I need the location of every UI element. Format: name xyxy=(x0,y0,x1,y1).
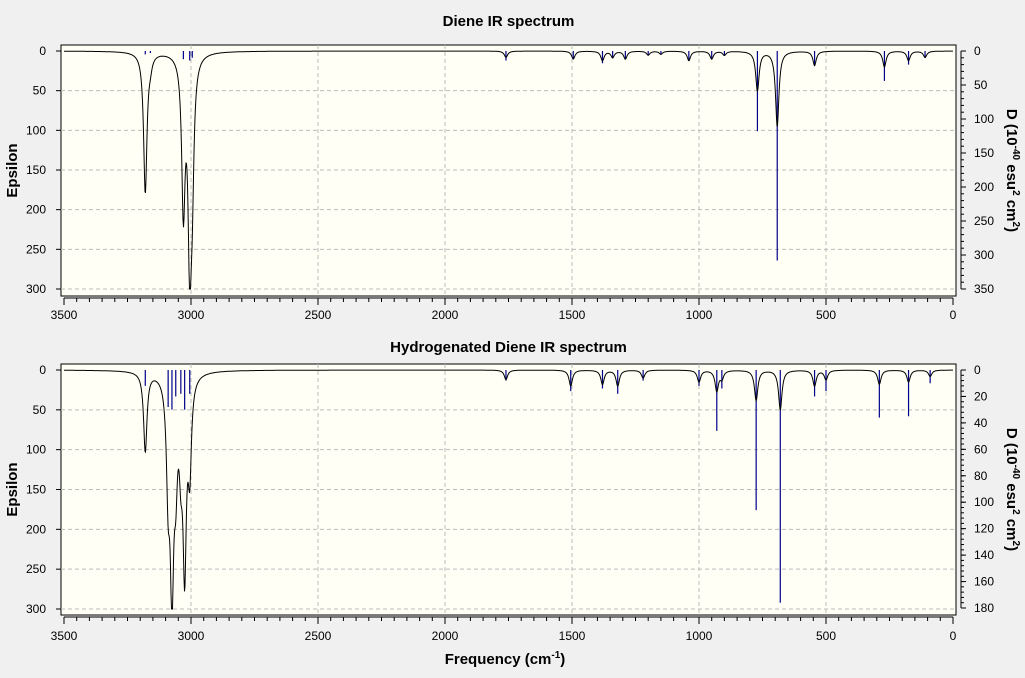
y2-tick-label: 180 xyxy=(974,601,994,615)
y2-tick-label: 160 xyxy=(974,575,994,589)
y2-tick-label: 300 xyxy=(974,248,994,262)
y-axis-label: Epsilon xyxy=(4,462,21,516)
x-tick-label: 500 xyxy=(816,308,836,322)
x-tick-label: 0 xyxy=(950,629,957,643)
x-tick-label: 3500 xyxy=(51,308,78,322)
y-tick-label: 0 xyxy=(39,44,46,58)
y2-tick-label: 100 xyxy=(974,495,994,509)
x-tick-label: 3500 xyxy=(51,629,78,643)
y-tick-label: 100 xyxy=(26,123,46,137)
y-tick-label: 0 xyxy=(39,363,46,377)
x-tick-label: 2500 xyxy=(305,629,332,643)
y-tick-label: 250 xyxy=(26,242,46,256)
y2-tick-label: 250 xyxy=(974,214,994,228)
y2-tick-label: 40 xyxy=(974,416,988,430)
y2-tick-label: 140 xyxy=(974,548,994,562)
y2-tick-label: 350 xyxy=(974,282,994,296)
x-tick-label: 3000 xyxy=(178,629,205,643)
x-tick-label: 1500 xyxy=(559,629,586,643)
y-tick-label: 150 xyxy=(26,163,46,177)
y-tick-label: 50 xyxy=(33,84,47,98)
x-tick-label: 2500 xyxy=(305,308,332,322)
y-tick-label: 50 xyxy=(33,403,47,417)
y2-tick-label: 60 xyxy=(974,442,988,456)
chart-panel-2: Hydrogenated Diene IR spectrum 0 50 100 150 2… xyxy=(4,339,1021,643)
x-tick-label: 1000 xyxy=(686,629,713,643)
y2-tick-label: 100 xyxy=(974,112,994,126)
spectrum-curve xyxy=(64,50,953,290)
x-tick-label: 1000 xyxy=(686,308,713,322)
x-axis-label: Frequency (cm-1) xyxy=(445,650,566,668)
y-tick-label: 150 xyxy=(26,483,46,497)
y-tick-label: 200 xyxy=(26,522,46,536)
y2-tick-label: 50 xyxy=(974,78,988,92)
y-tick-label: 200 xyxy=(26,203,46,217)
x-tick-label: 1500 xyxy=(559,308,586,322)
y2-tick-label: 150 xyxy=(974,146,994,160)
y2-axis-label: D (10-40 esu2 cm2) xyxy=(1003,428,1021,551)
y2-tick-label: 0 xyxy=(974,363,981,377)
chart-title: Hydrogenated Diene IR spectrum xyxy=(390,339,627,356)
chart-panel-1: Diene IR spectrum 0 50 100 150 200 250 300 Epsil… xyxy=(4,13,1021,322)
x-tick-label: 0 xyxy=(950,308,957,322)
y-tick-label: 300 xyxy=(26,602,46,616)
y2-tick-label: 0 xyxy=(974,44,981,58)
x-tick-label: 3000 xyxy=(178,308,205,322)
x-tick-label: 2000 xyxy=(432,629,459,643)
y-tick-label: 300 xyxy=(26,282,46,296)
chart-title: Diene IR spectrum xyxy=(443,13,575,30)
y2-tick-label: 200 xyxy=(974,180,994,194)
y2-axis-label: D (10-40 esu2 cm2) xyxy=(1003,109,1021,232)
spectrum-curve xyxy=(64,369,953,610)
y-axis-label: Epsilon xyxy=(4,143,21,197)
y2-tick-label: 20 xyxy=(974,389,988,403)
y-tick-label: 100 xyxy=(26,443,46,457)
y2-tick-label: 120 xyxy=(974,522,994,536)
y-tick-label: 250 xyxy=(26,562,46,576)
x-tick-label: 2000 xyxy=(432,308,459,322)
y2-tick-label: 80 xyxy=(974,469,988,483)
x-tick-label: 500 xyxy=(816,629,836,643)
